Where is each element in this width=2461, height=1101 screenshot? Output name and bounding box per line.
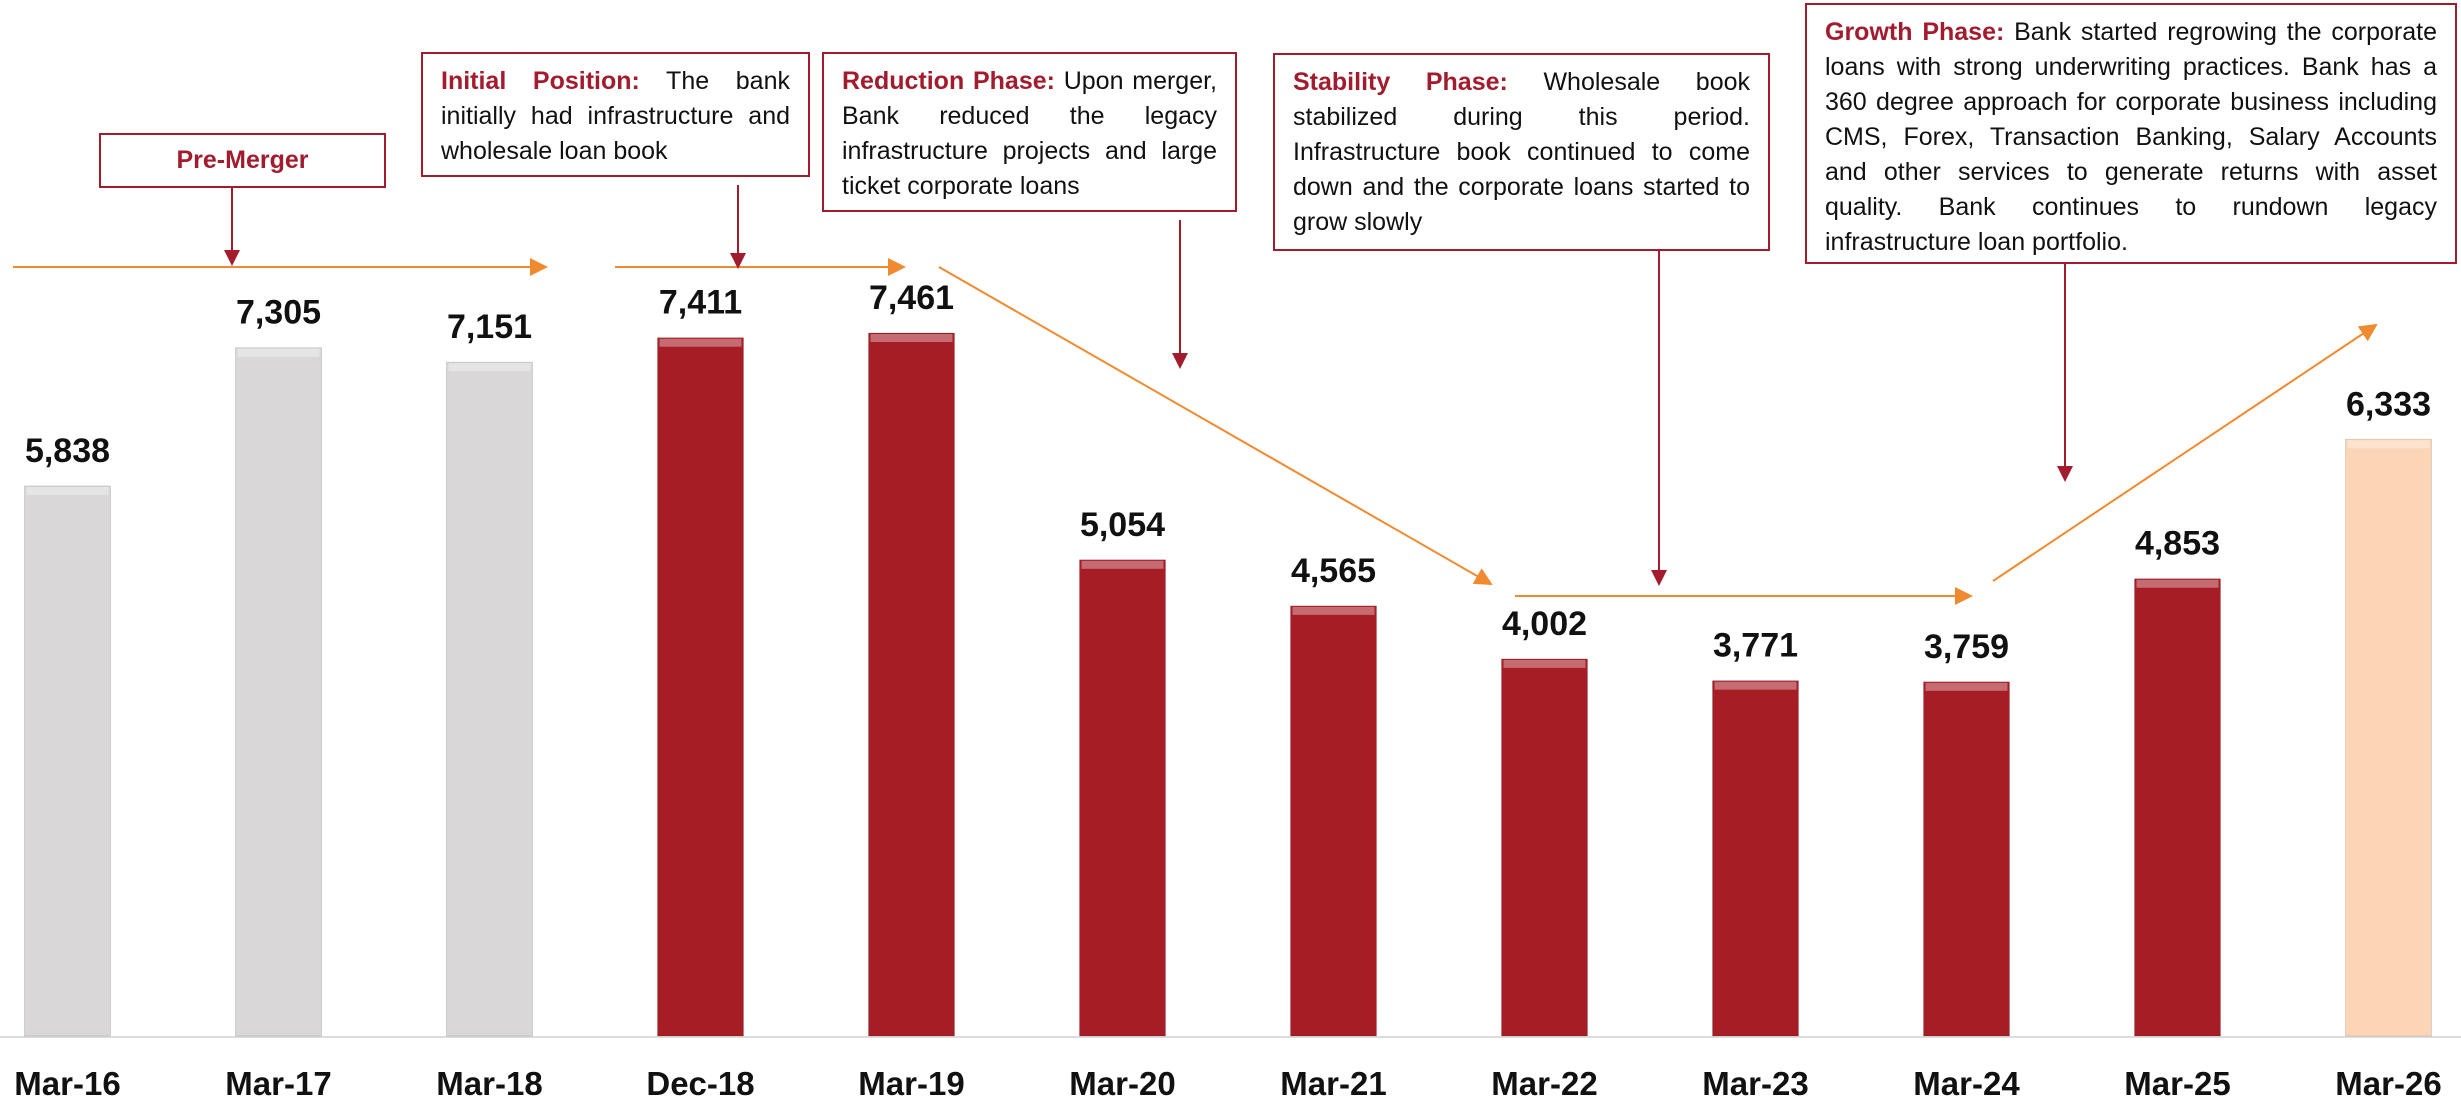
callout-arrows — [224, 185, 2073, 586]
bar — [235, 347, 322, 1037]
value-label: 3,759 — [1924, 628, 2009, 666]
bar-highlight — [2347, 440, 2430, 449]
value-label: 4,853 — [2135, 525, 2220, 563]
value-label: 4,002 — [1502, 605, 1587, 643]
x-tick-label: Mar-17 — [225, 1065, 331, 1101]
annotation-text: Wholesale book stabilized during this pe… — [1293, 68, 1750, 236]
x-tick-label: Dec-18 — [646, 1065, 754, 1101]
value-label: 7,461 — [869, 279, 954, 317]
annotation-heading: Initial Position: — [441, 67, 640, 95]
annotation-text: Bank started regrowing the corporate loa… — [1825, 18, 2437, 256]
bar — [1501, 658, 1588, 1037]
annotation-heading: Reduction Phase: — [842, 67, 1055, 95]
bar-highlight — [1292, 606, 1375, 615]
value-label: 7,411 — [659, 284, 742, 322]
trend-arrows — [13, 258, 2378, 605]
annotation-heading: Pre-Merger — [176, 146, 309, 174]
annotation-heading: Stability Phase: — [1293, 68, 1508, 96]
annotation-box: Reduction Phase: Upon merger, Bank reduc… — [822, 52, 1237, 212]
annotation-box: Growth Phase: Bank started regrowing the… — [1805, 3, 2457, 264]
x-tick-label: Mar-21 — [1280, 1065, 1386, 1101]
bar — [24, 485, 111, 1037]
value-label: 3,771 — [1713, 627, 1798, 665]
x-tick-label: Mar-23 — [1702, 1065, 1808, 1101]
annotation-heading: Growth Phase: — [1825, 18, 2005, 46]
bar — [1923, 681, 2010, 1037]
x-tick-label: Mar-19 — [858, 1065, 964, 1101]
x-tick-label: Mar-20 — [1069, 1065, 1175, 1101]
bar-highlight — [1714, 681, 1797, 690]
x-tick-label: Mar-24 — [1913, 1065, 2020, 1101]
x-tick-label: Mar-16 — [14, 1065, 120, 1101]
bar — [1290, 605, 1377, 1037]
x-tick-label: Mar-22 — [1491, 1065, 1597, 1101]
bar — [2134, 578, 2221, 1037]
value-label: 7,305 — [236, 294, 321, 332]
value-label: 7,151 — [447, 308, 532, 346]
bar-highlight — [448, 363, 531, 372]
bar-highlight — [870, 334, 953, 342]
bar-highlight — [2136, 579, 2219, 588]
value-label: 6,333 — [2346, 385, 2431, 423]
bar-highlight — [26, 486, 109, 495]
bar-highlight — [1503, 659, 1586, 668]
x-tick-label: Mar-26 — [2335, 1065, 2441, 1101]
annotation-text: The bank initially had infrastructure an… — [441, 67, 790, 165]
bar — [868, 332, 955, 1037]
bar-highlight — [1925, 682, 2008, 691]
bars — [24, 332, 2432, 1037]
bar — [1079, 559, 1166, 1037]
annotation-box: Stability Phase: Wholesale book stabiliz… — [1273, 53, 1770, 251]
annotation-box: Initial Position: The bank initially had… — [421, 52, 810, 177]
bar — [2345, 438, 2432, 1037]
x-tick-label: Mar-25 — [2124, 1065, 2230, 1101]
annotation-text: Upon merger, Bank reduced the legacy inf… — [842, 67, 1217, 200]
bar — [1712, 680, 1799, 1037]
value-label: 4,565 — [1291, 552, 1376, 590]
bar-highlight — [659, 338, 742, 347]
trend-arrow — [938, 266, 1493, 585]
bar — [446, 361, 533, 1037]
value-label: 5,054 — [1080, 506, 1165, 544]
trend-arrow — [1992, 323, 2378, 582]
bar — [657, 337, 744, 1037]
bar-highlight — [237, 348, 320, 357]
annotation-box: Pre-Merger — [99, 133, 386, 188]
x-tick-label: Mar-18 — [436, 1065, 542, 1101]
value-label: 5,838 — [25, 432, 110, 470]
bar-highlight — [1081, 560, 1164, 569]
